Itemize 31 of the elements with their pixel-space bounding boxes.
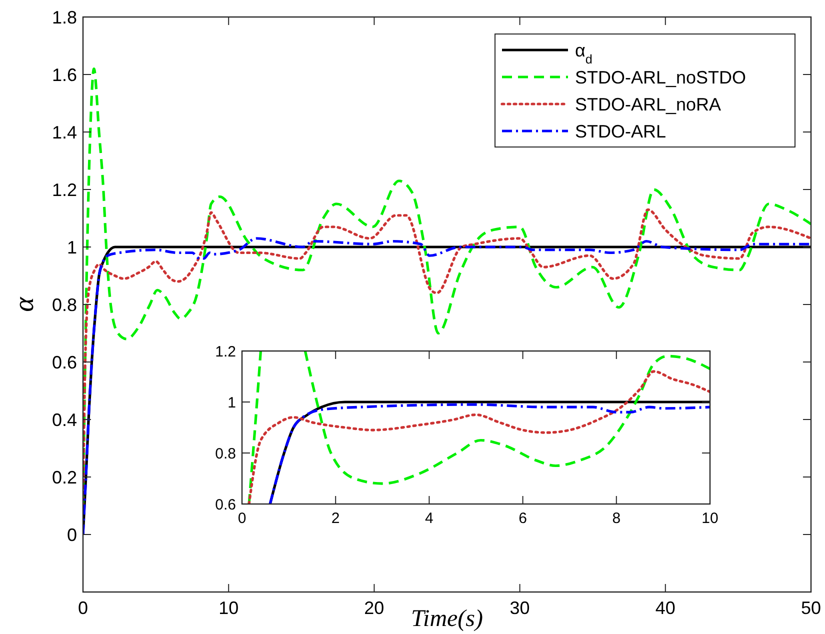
legend-label: STDO-ARL_noRA <box>575 94 722 114</box>
x-tick-label: 40 <box>655 598 676 618</box>
x-tick-label: 4 <box>425 510 434 527</box>
legend-label: α$_{d}$ <box>575 40 592 66</box>
y-tick-label: 0.6 <box>215 496 236 514</box>
y-tick-label: 1.4 <box>52 122 77 142</box>
y-axis-title: α <box>9 296 40 312</box>
y-tick-label: 1 <box>228 394 236 412</box>
y-tick-label: 1 <box>66 237 77 258</box>
y-tick-label: 0.2 <box>52 467 77 488</box>
y-tick-label: 0.4 <box>52 410 77 430</box>
x-tick-label: 6 <box>518 510 527 527</box>
y-tick-label: 1.8 <box>52 7 77 28</box>
y-tick-label: 1.2 <box>52 180 77 200</box>
y-tick-label: 0.8 <box>52 294 77 315</box>
y-tick-label: 1.2 <box>215 343 236 360</box>
x-tick-label: 8 <box>612 510 621 527</box>
x-tick-label: 2 <box>331 510 340 527</box>
y-tick-label: 0.6 <box>52 352 77 372</box>
x-tick-label: 0 <box>238 510 246 527</box>
x-tick-label: 20 <box>364 598 384 618</box>
y-tick-label: 1.6 <box>52 64 77 85</box>
legend-label: STDO-ARL_noSTDO <box>575 67 746 88</box>
y-tick-label: 0 <box>66 524 77 545</box>
x-tick-label: 10 <box>218 598 239 618</box>
y-tick-label: 0.8 <box>215 445 236 462</box>
x-tick-label: 10 <box>702 510 718 527</box>
legend-label: STDO-ARL <box>575 121 666 142</box>
x-tick-label: 50 <box>800 598 822 618</box>
x-tick-label: 30 <box>510 598 530 618</box>
x-axis-title: Time(s) <box>411 606 484 632</box>
